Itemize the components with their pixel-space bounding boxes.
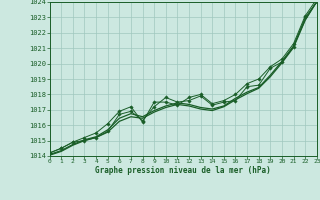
- X-axis label: Graphe pression niveau de la mer (hPa): Graphe pression niveau de la mer (hPa): [95, 166, 271, 175]
